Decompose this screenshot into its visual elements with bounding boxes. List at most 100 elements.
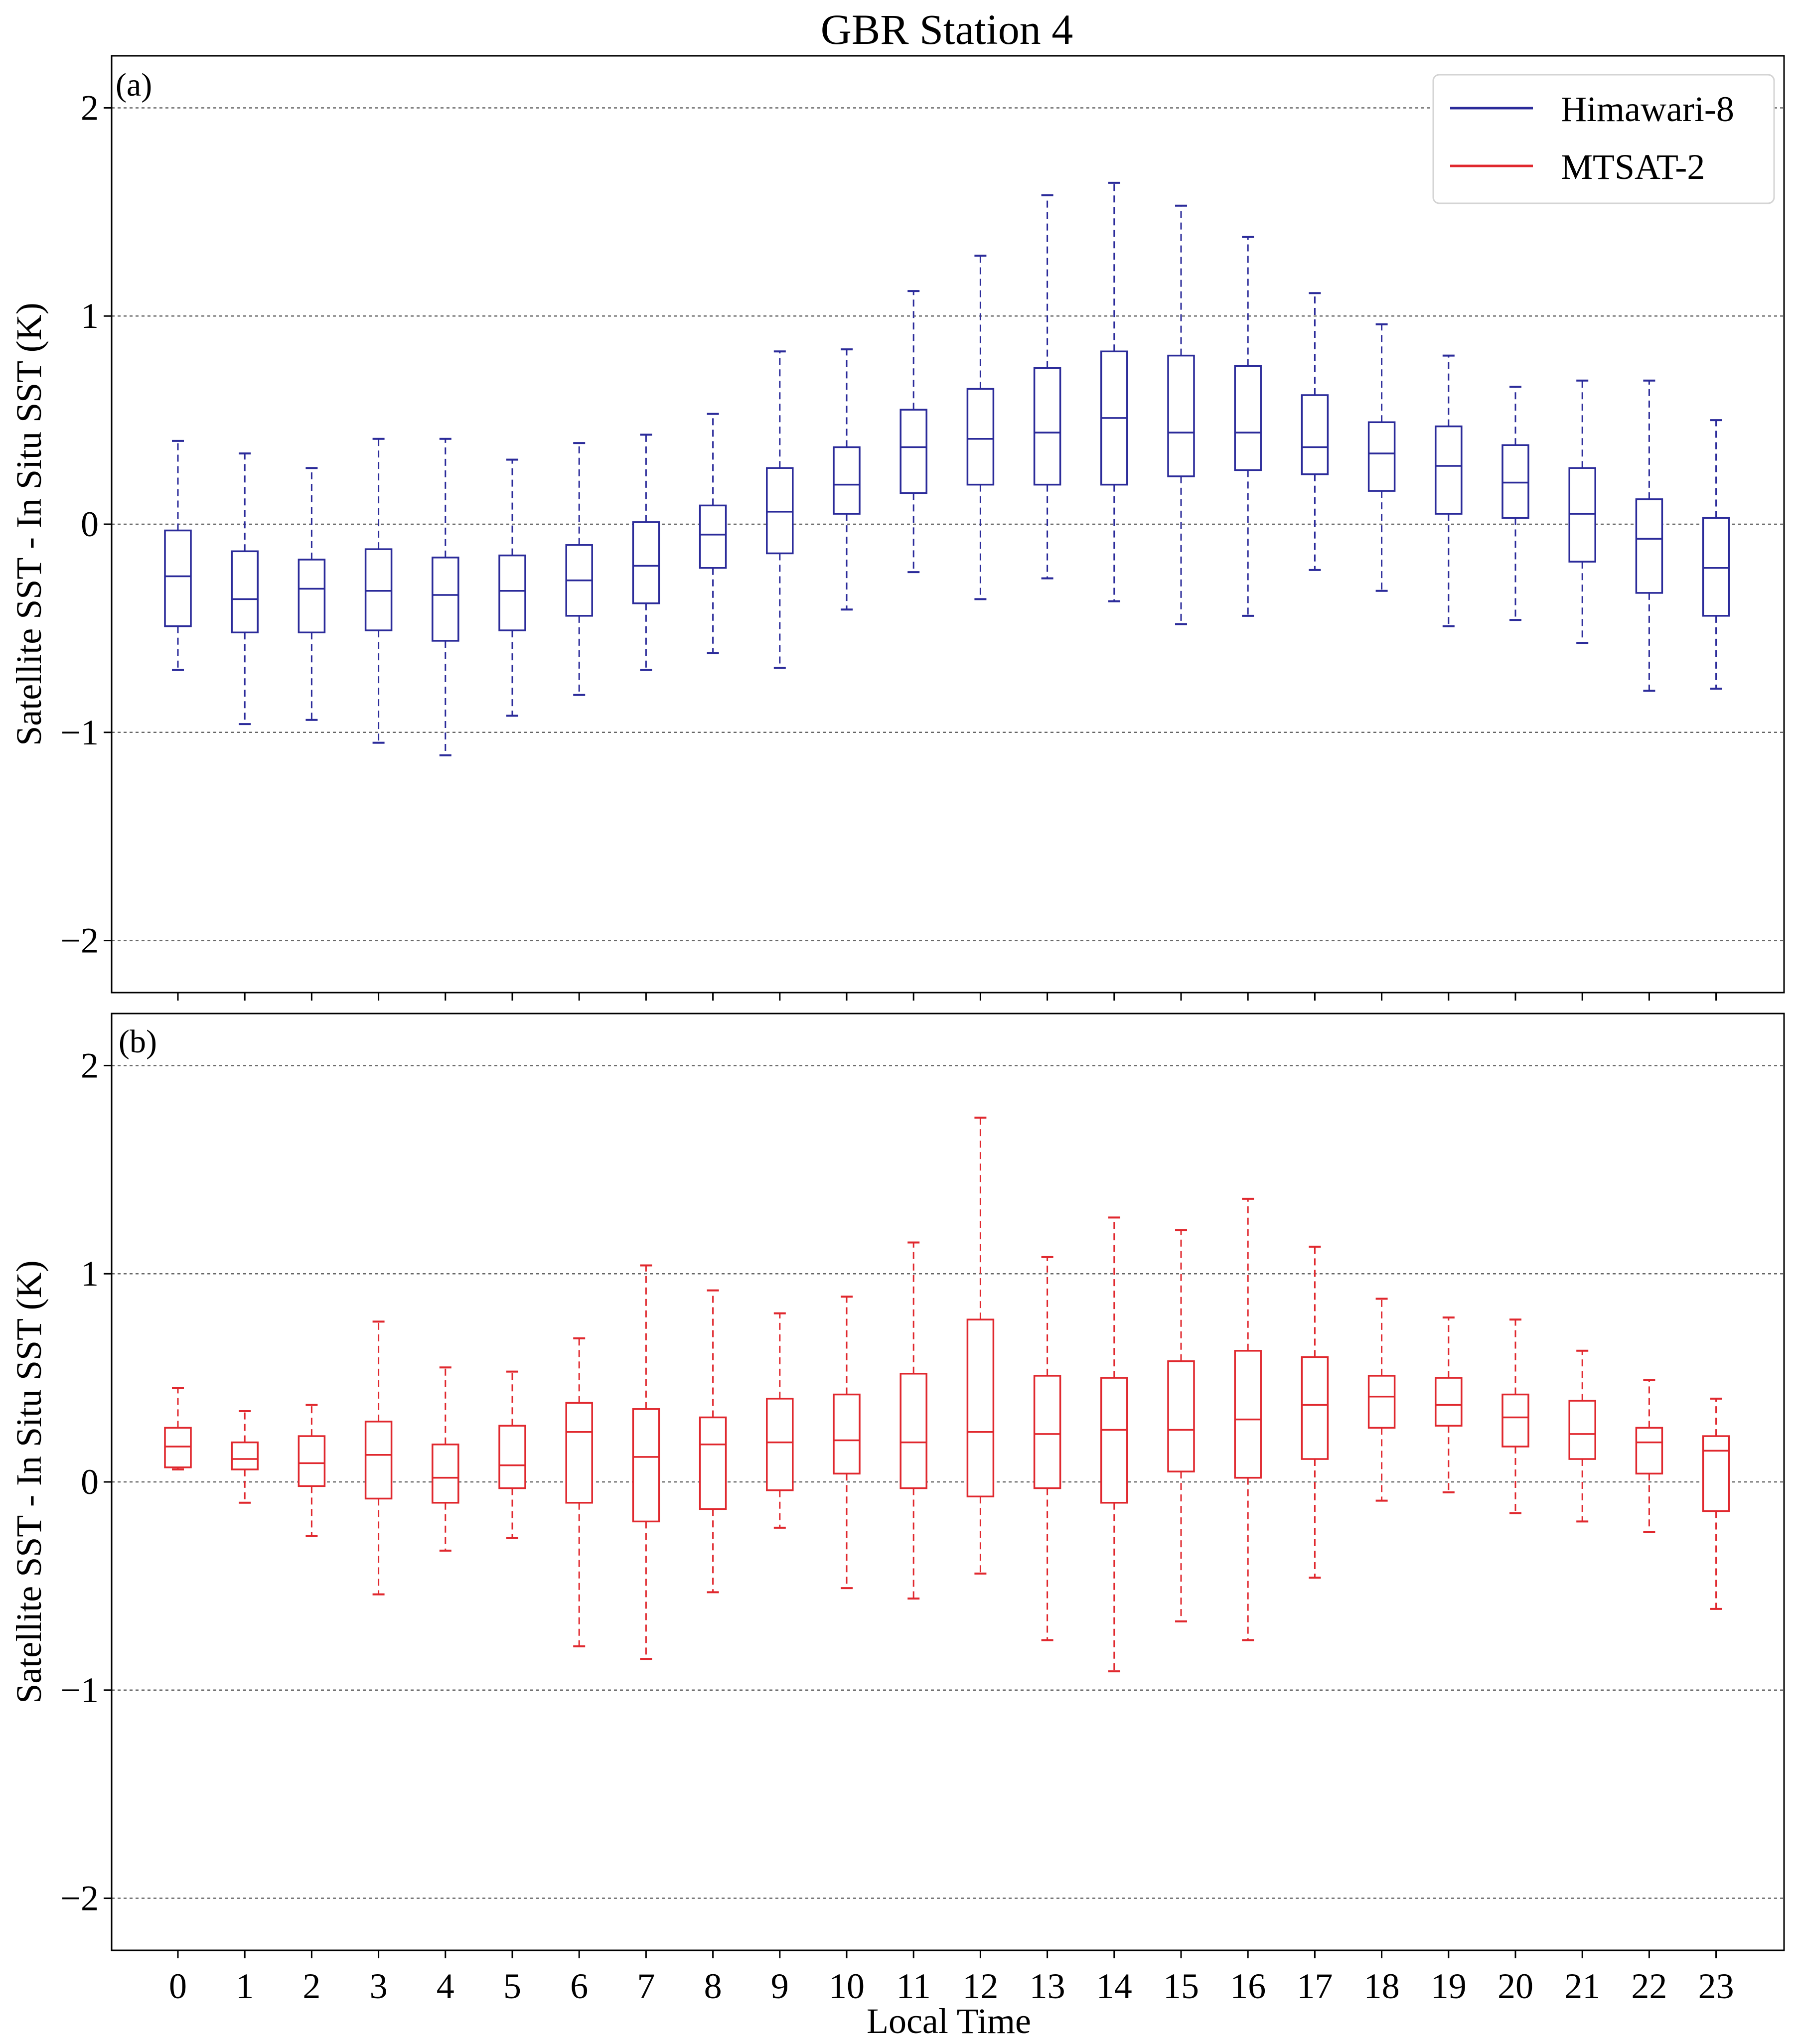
- iqr-box-b-8: [699, 1416, 727, 1510]
- iqr-box-b-0: [164, 1427, 192, 1468]
- y-tick-label-b-4: 2: [81, 1045, 99, 1085]
- box-a-23: [1702, 419, 1730, 690]
- x-tick-label-22: 22: [1631, 1966, 1667, 2006]
- panel-b-gridlines: [112, 1065, 1784, 1899]
- x-tick-label-14: 14: [1096, 1966, 1132, 2006]
- iqr-box-b-19: [1435, 1377, 1463, 1427]
- iqr-box-b-17: [1301, 1356, 1329, 1460]
- iqr-box-a-2: [298, 559, 326, 633]
- box-a-4: [432, 438, 459, 756]
- iqr-box-a-21: [1568, 467, 1596, 563]
- iqr-box-a-17: [1301, 394, 1329, 475]
- iqr-box-b-10: [833, 1393, 861, 1475]
- box-b-10: [833, 1296, 861, 1590]
- iqr-box-b-3: [364, 1421, 393, 1500]
- box-b-13: [1033, 1256, 1061, 1641]
- box-b-18: [1367, 1298, 1396, 1502]
- box-b-12: [966, 1116, 995, 1575]
- iqr-box-a-10: [833, 446, 861, 515]
- iqr-box-b-12: [966, 1318, 995, 1497]
- x-tick-label-19: 19: [1431, 1966, 1467, 2006]
- box-b-4: [432, 1366, 459, 1552]
- box-a-5: [498, 458, 526, 717]
- y-tick-label-a-1: −1: [60, 713, 99, 752]
- iqr-box-a-19: [1435, 425, 1463, 515]
- iqr-box-b-23: [1702, 1435, 1730, 1512]
- box-a-7: [632, 434, 660, 671]
- panel-a-y-ticks: −2 −1 0 1 2: [60, 88, 112, 961]
- x-tick-label-17: 17: [1297, 1966, 1333, 2006]
- box-a-16: [1234, 236, 1262, 617]
- iqr-box-a-18: [1367, 421, 1396, 492]
- x-axis-label: Local Time: [867, 2001, 1031, 2041]
- x-tick-label-1: 1: [236, 1966, 254, 2006]
- box-b-8: [699, 1289, 727, 1594]
- iqr-box-a-3: [364, 548, 393, 631]
- box-a-12: [966, 255, 995, 600]
- box-a-21: [1568, 379, 1596, 644]
- box-a-14: [1100, 181, 1128, 602]
- x-tick-label-16: 16: [1230, 1966, 1266, 2006]
- panel-b-boxes: [164, 1116, 1730, 1673]
- iqr-box-b-15: [1167, 1360, 1195, 1472]
- x-tick-label-12: 12: [962, 1966, 998, 2006]
- legend-label-himawari-8: Himawari-8: [1561, 89, 1734, 129]
- iqr-box-b-9: [766, 1398, 794, 1491]
- box-b-22: [1635, 1379, 1663, 1533]
- legend: Himawari-8 MTSAT-2: [1432, 74, 1775, 204]
- iqr-box-a-7: [632, 521, 660, 604]
- x-tick-label-6: 6: [570, 1966, 588, 2006]
- panel-a-y-axis-label: Satellite SST - In Situ SST (K): [9, 302, 49, 745]
- x-tick-label-3: 3: [370, 1966, 388, 2006]
- iqr-box-a-5: [498, 554, 526, 631]
- y-tick-label-b-2: 0: [81, 1462, 99, 1502]
- box-b-14: [1100, 1216, 1128, 1673]
- iqr-box-b-11: [899, 1373, 927, 1489]
- panel-a-gridlines: [112, 107, 1784, 941]
- panel-b-label: (b): [119, 1023, 157, 1060]
- iqr-box-a-23: [1702, 517, 1730, 617]
- y-tick-label-b-0: −2: [60, 1879, 99, 1918]
- x-tick-label-13: 13: [1030, 1966, 1065, 2006]
- x-tick-label-2: 2: [302, 1966, 320, 2006]
- box-a-17: [1301, 292, 1329, 571]
- y-tick-label-a-4: 2: [81, 88, 99, 128]
- x-tick-label-10: 10: [829, 1966, 865, 2006]
- iqr-box-a-15: [1167, 354, 1195, 477]
- iqr-box-b-4: [432, 1444, 459, 1504]
- x-tick-label-18: 18: [1364, 1966, 1400, 2006]
- panel-a-boxes: [164, 181, 1730, 756]
- panel-b-y-axis-label: Satellite SST - In Situ SST (K): [9, 1260, 49, 1703]
- panel-b-frame: [111, 1013, 1785, 1951]
- iqr-box-b-21: [1568, 1400, 1596, 1460]
- box-b-7: [632, 1264, 660, 1660]
- panel-a-label: (a): [116, 67, 152, 103]
- box-a-13: [1033, 194, 1061, 580]
- iqr-box-b-18: [1367, 1375, 1396, 1429]
- legend-label-mtsat-2: MTSAT-2: [1561, 147, 1705, 187]
- box-a-1: [231, 452, 259, 726]
- box-a-22: [1635, 379, 1663, 692]
- box-b-3: [364, 1320, 393, 1596]
- box-a-10: [833, 348, 861, 611]
- iqr-box-a-1: [231, 550, 259, 633]
- box-b-20: [1501, 1318, 1529, 1514]
- box-b-17: [1301, 1245, 1329, 1579]
- panel-a-frame: [111, 55, 1785, 994]
- y-tick-label-b-1: −1: [60, 1670, 99, 1710]
- y-tick-label-a-3: 1: [81, 296, 99, 336]
- iqr-box-b-20: [1501, 1393, 1529, 1448]
- iqr-box-b-14: [1100, 1377, 1128, 1504]
- panel-b-x-ticks: 0 1 2 3 4 5 6 7 8 9 10 11 12 13 14 15 16 17 18 19 20 21 22 23: [169, 1950, 1734, 2006]
- box-b-6: [565, 1337, 593, 1648]
- x-tick-label-7: 7: [637, 1966, 655, 2006]
- box-a-20: [1501, 386, 1529, 621]
- y-tick-label-b-3: 1: [81, 1254, 99, 1294]
- x-tick-label-9: 9: [771, 1966, 789, 2006]
- panel-a-x-ticks: [177, 993, 1717, 1001]
- x-tick-label-11: 11: [897, 1966, 931, 2006]
- box-b-16: [1234, 1197, 1262, 1641]
- box-a-6: [565, 442, 593, 696]
